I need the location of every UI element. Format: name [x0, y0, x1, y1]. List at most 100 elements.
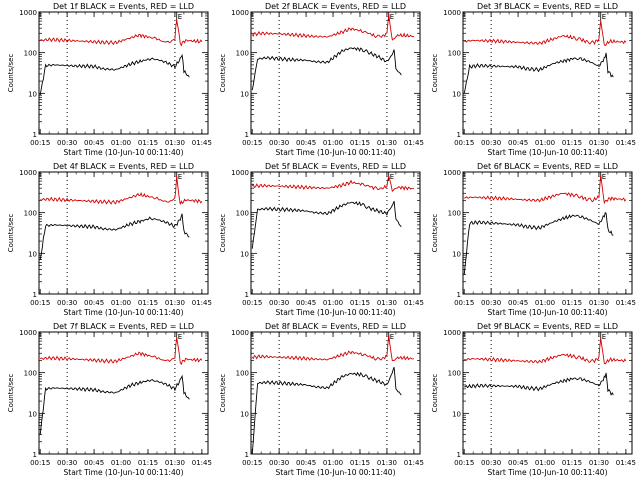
x-tick-label: 01:00 [535, 139, 555, 147]
y-tick-label: 1000 [443, 9, 461, 17]
x-tick-label: 00:45 [508, 299, 528, 307]
x-tick-label: 01:00 [323, 299, 343, 307]
x-tick-label: 01:00 [535, 299, 555, 307]
x-tick-label: 00:15 [454, 299, 474, 307]
panel-9: Det 9f BLACK = Events, RED = LLD 1 10 100 10… [431, 322, 636, 477]
x-axis-label: Start Time (10-Jun-10 00:11:40) [276, 468, 396, 477]
event-marker-label: E [178, 173, 182, 181]
event-marker-label: E [390, 13, 394, 21]
y-tick-label: 1000 [231, 9, 249, 17]
x-tick-label: 01:15 [138, 139, 158, 147]
events-series-line [251, 367, 402, 455]
y-tick-label: 1000 [443, 169, 461, 177]
x-tick-label: 00:45 [84, 459, 104, 467]
plot-frame [462, 331, 633, 455]
event-marker-label: E [602, 333, 606, 341]
y-tick-label: 10 [28, 410, 37, 418]
events-series-line [39, 213, 190, 260]
y-axis-label: Counts/sec [219, 374, 227, 413]
x-tick-label: 01:15 [350, 139, 370, 147]
x-tick-label: 00:45 [296, 459, 316, 467]
x-tick-label: 01:30 [377, 299, 397, 307]
y-axis-label: Counts/sec [7, 214, 15, 253]
x-tick-label: 00:30 [269, 299, 289, 307]
x-tick-label: 00:45 [508, 139, 528, 147]
panel-2: Det 2f BLACK = Events, RED = LLD 1 10 100 10… [219, 2, 424, 157]
x-axis-label: Start Time (10-Jun-10 00:11:40) [488, 148, 608, 157]
y-tick-label: 1 [457, 451, 461, 459]
y-axis-label: Counts/sec [431, 374, 439, 413]
plot-frame [462, 171, 633, 295]
x-tick-label: 01:30 [165, 299, 185, 307]
plot-frame [38, 171, 209, 295]
y-axis-label: Counts/sec [431, 54, 439, 93]
y-tick-label: 1 [245, 291, 249, 299]
x-tick-label: 01:45 [404, 299, 424, 307]
events-series-line [39, 374, 190, 435]
event-marker-label: E [390, 173, 394, 181]
x-tick-label: 01:30 [165, 139, 185, 147]
y-tick-label: 1 [33, 451, 37, 459]
event-marker-label: E [178, 13, 182, 21]
y-tick-label: 1 [457, 131, 461, 139]
events-series-line [251, 47, 402, 91]
lld-series-line [464, 174, 627, 205]
x-tick-label: 01:00 [535, 459, 555, 467]
x-tick-label: 01:45 [616, 459, 636, 467]
x-tick-label: 00:30 [57, 139, 77, 147]
panel-title: Det 6f BLACK = Events, RED = LLD [477, 162, 618, 171]
panel-4: Det 4f BLACK = Events, RED = LLD 1 10 100 10… [7, 162, 212, 317]
panel-title: Det 5f BLACK = Events, RED = LLD [265, 162, 406, 171]
y-tick-label: 100 [24, 50, 37, 58]
x-tick-label: 01:30 [377, 139, 397, 147]
plot-frame [250, 171, 421, 295]
y-tick-label: 10 [240, 410, 249, 418]
x-tick-label: 00:15 [454, 459, 474, 467]
y-tick-label: 10 [28, 90, 37, 98]
y-tick-label: 1000 [443, 329, 461, 337]
x-axis-label: Start Time (10-Jun-10 00:11:40) [64, 148, 184, 157]
y-tick-label: 100 [448, 370, 461, 378]
event-marker-label: E [390, 333, 394, 341]
x-tick-label: 00:45 [296, 299, 316, 307]
y-tick-label: 100 [24, 210, 37, 218]
events-series-line [464, 372, 614, 396]
x-axis-label: Start Time (10-Jun-10 00:11:40) [64, 468, 184, 477]
y-axis-label: Counts/sec [219, 54, 227, 93]
panel-7: Det 7f BLACK = Events, RED = LLD 1 10 100 10… [7, 322, 212, 477]
x-tick-label: 01:15 [562, 459, 582, 467]
x-tick-label: 01:15 [350, 459, 370, 467]
plot-frame [250, 331, 421, 455]
panel-title: Det 3f BLACK = Events, RED = LLD [477, 2, 618, 11]
y-axis-label: Counts/sec [7, 54, 15, 93]
y-tick-label: 10 [28, 250, 37, 258]
x-tick-label: 00:15 [30, 459, 50, 467]
x-tick-label: 00:30 [57, 459, 77, 467]
y-axis-label: Counts/sec [219, 214, 227, 253]
panel-5: Det 5f BLACK = Events, RED = LLD 1 10 100 10… [219, 162, 424, 317]
panel-6: Det 6f BLACK = Events, RED = LLD 1 10 100 10… [431, 162, 636, 317]
panel-title: Det 9f BLACK = Events, RED = LLD [477, 322, 618, 331]
x-tick-label: 00:30 [481, 459, 501, 467]
x-tick-label: 00:30 [481, 299, 501, 307]
panel-title: Det 1f BLACK = Events, RED = LLD [53, 2, 194, 11]
lld-series-line [251, 334, 414, 362]
panel-title: Det 7f BLACK = Events, RED = LLD [53, 322, 194, 331]
y-tick-label: 10 [240, 250, 249, 258]
y-tick-label: 100 [236, 370, 249, 378]
x-tick-label: 01:45 [404, 139, 424, 147]
x-tick-label: 01:00 [111, 139, 131, 147]
x-tick-label: 01:30 [589, 139, 609, 147]
x-tick-label: 00:15 [242, 299, 262, 307]
x-axis-label: Start Time (10-Jun-10 00:11:40) [488, 468, 608, 477]
x-tick-label: 00:15 [30, 299, 50, 307]
event-marker-label: E [602, 173, 606, 181]
events-series-line [463, 211, 614, 275]
event-marker-label: E [602, 13, 606, 21]
lld-series-line [464, 338, 627, 365]
x-tick-label: 01:45 [616, 139, 636, 147]
plot-frame [250, 11, 421, 135]
x-tick-label: 00:30 [269, 139, 289, 147]
lld-series-line [251, 13, 414, 41]
x-tick-label: 01:00 [111, 299, 131, 307]
